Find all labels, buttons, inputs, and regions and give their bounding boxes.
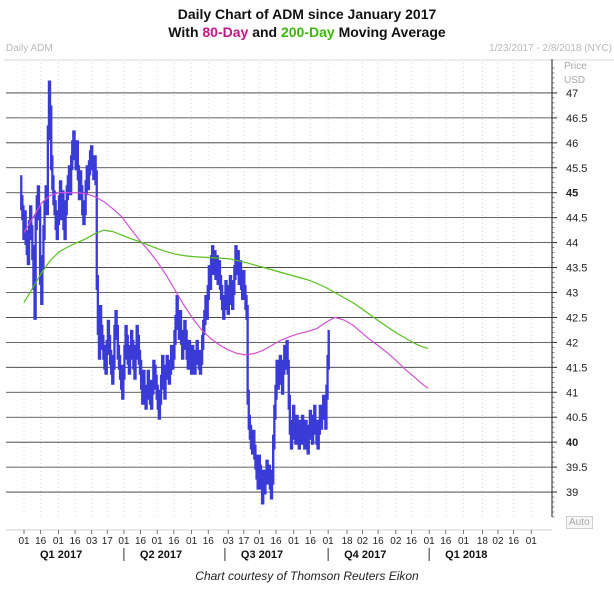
x-tick-label: 01 xyxy=(424,536,436,547)
y-tick-label: 45.5 xyxy=(566,163,587,175)
y-tick-label: 39 xyxy=(566,487,578,499)
x-tick-label: 16 xyxy=(135,536,147,547)
quarter-label: Q1 2018 xyxy=(445,549,487,561)
y-tick-label: 39.5 xyxy=(566,462,587,474)
x-tick-label: 16 xyxy=(440,536,452,547)
x-tick-label: 16 xyxy=(69,536,81,547)
y-tick-label: 46 xyxy=(566,138,578,150)
y-tick-label: 42.5 xyxy=(566,312,587,324)
x-tick-label: 01 xyxy=(254,536,266,547)
y-tick-label: 40.5 xyxy=(566,412,587,424)
x-tick-label: 03 xyxy=(86,536,98,547)
x-tick-label: 01 xyxy=(186,536,198,547)
x-tick-label: 17 xyxy=(238,536,250,547)
x-tick-label: 16 xyxy=(373,536,385,547)
x-tick-label: 01 xyxy=(526,536,538,547)
quarter-label: Q2 2017 xyxy=(140,549,182,561)
title-80-day: 80-Day xyxy=(202,24,249,40)
y-tick-label: 45 xyxy=(566,188,578,200)
title-suffix: Moving Average xyxy=(334,24,446,40)
x-tick-label: 16 xyxy=(203,536,215,547)
x-tick-label: 02 xyxy=(390,536,402,547)
x-tick-label: 17 xyxy=(102,536,114,547)
x-tick-label: 02 xyxy=(492,536,504,547)
x-tick-label: 01 xyxy=(18,536,30,547)
x-tick-label: 18 xyxy=(341,536,353,547)
x-tick-label: 01 xyxy=(323,536,335,547)
title-prefix: With xyxy=(168,24,203,40)
ma200-line xyxy=(23,229,429,349)
x-tick-label: 01 xyxy=(288,536,300,547)
x-tick-label: 16 xyxy=(305,536,317,547)
quarter-label: Q4 2017 xyxy=(344,549,386,561)
ma80-line xyxy=(23,192,429,389)
title-and: and xyxy=(248,24,281,40)
date-range-label: 1/23/2017 - 2/8/2018 (NYC) xyxy=(489,43,612,54)
x-tick-label: 01 xyxy=(118,536,130,547)
title-200-day: 200-Day xyxy=(280,24,335,40)
x-tick-label: 16 xyxy=(35,536,47,547)
x-tick-label: 18 xyxy=(477,536,489,547)
chart-title-line1: Daily Chart of ADM since January 2017 xyxy=(177,6,437,22)
y-tick-label: 44.5 xyxy=(566,213,587,225)
x-tick-label: 01 xyxy=(53,536,65,547)
x-tick-label: 16 xyxy=(270,536,282,547)
x-tick-label: 03 xyxy=(223,536,235,547)
x-tick-label: 01 xyxy=(152,536,164,547)
quarter-label: Q3 2017 xyxy=(241,549,283,561)
y-tick-label: 41 xyxy=(566,387,578,399)
symbol-label: Daily ADM xyxy=(6,43,53,54)
auto-scale-button[interactable]: Auto xyxy=(566,516,593,529)
chart-caption: Chart courtesy of Thomson Reuters Eikon xyxy=(195,569,419,583)
x-tick-label: 01 xyxy=(458,536,470,547)
x-tick-label: 16 xyxy=(406,536,418,547)
x-tick-label: 02 xyxy=(357,536,369,547)
y-tick-label: 43 xyxy=(566,287,578,299)
chart-title-line2: With 80-Day and 200-Day Moving Average xyxy=(0,24,614,40)
x-tick-label: 16 xyxy=(508,536,520,547)
price-axis-label: Price xyxy=(564,61,587,72)
currency-axis-label: USD xyxy=(564,75,586,86)
quarter-label: Q1 2017 xyxy=(40,549,82,561)
y-tick-label: 41.5 xyxy=(566,362,587,374)
y-tick-label: 40 xyxy=(566,437,578,449)
y-tick-label: 46.5 xyxy=(566,113,587,125)
x-tick-label: 16 xyxy=(168,536,180,547)
y-tick-label: 47 xyxy=(566,88,578,100)
y-tick-label: 44 xyxy=(566,238,578,250)
y-tick-label: 42 xyxy=(566,337,578,349)
y-tick-label: 43.5 xyxy=(566,263,587,275)
price-bars xyxy=(20,80,330,505)
